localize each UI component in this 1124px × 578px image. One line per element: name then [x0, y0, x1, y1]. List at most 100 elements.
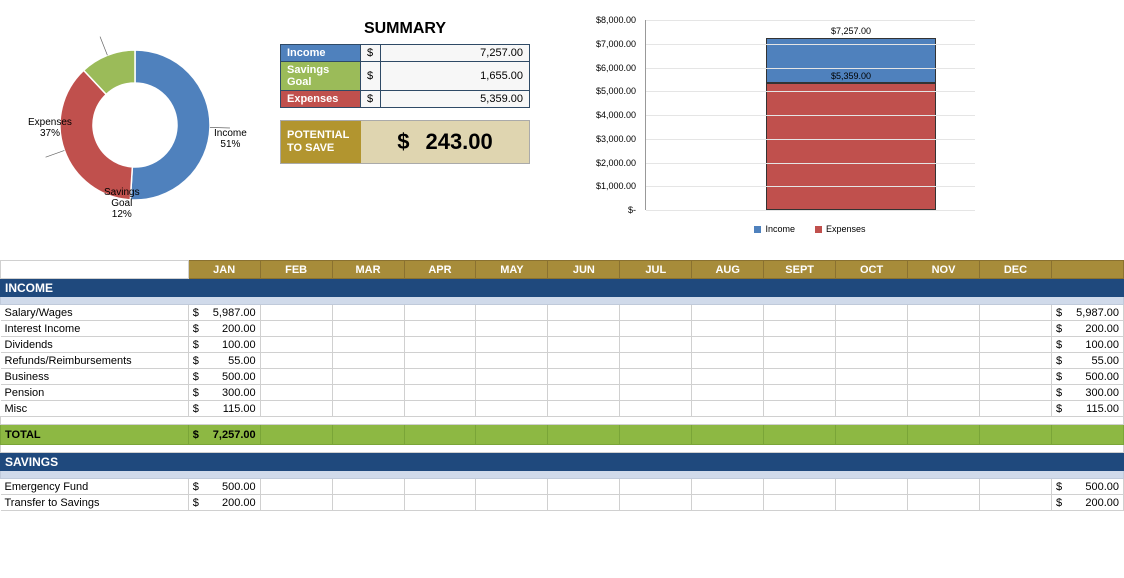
total-empty[interactable] [692, 425, 764, 445]
cell-empty[interactable] [836, 369, 908, 385]
cell-empty[interactable] [980, 337, 1052, 353]
cell-empty[interactable] [476, 305, 548, 321]
total-empty[interactable] [836, 425, 908, 445]
cell-empty[interactable] [764, 337, 836, 353]
section-header-income[interactable]: INCOME [1, 279, 1124, 297]
cell-empty[interactable] [404, 353, 476, 369]
cell-total[interactable]: $300.00 [1051, 385, 1123, 401]
cell-jan[interactable]: $200.00 [188, 321, 260, 337]
month-header[interactable]: AUG [692, 261, 764, 279]
row-label[interactable]: Business [1, 369, 189, 385]
cell-empty[interactable] [620, 321, 692, 337]
month-header[interactable]: DEC [980, 261, 1052, 279]
total-label[interactable]: TOTAL [1, 425, 189, 445]
cell-empty[interactable] [332, 479, 404, 495]
month-header[interactable]: MAY [476, 261, 548, 279]
cell-empty[interactable] [548, 369, 620, 385]
cell-empty[interactable] [548, 401, 620, 417]
cell-empty[interactable] [836, 385, 908, 401]
month-header[interactable]: SEPT [764, 261, 836, 279]
cell-total[interactable]: $500.00 [1051, 369, 1123, 385]
cell-empty[interactable] [908, 495, 980, 511]
cell-empty[interactable] [980, 495, 1052, 511]
cell-empty[interactable] [836, 401, 908, 417]
cell-empty[interactable] [260, 479, 332, 495]
cell-empty[interactable] [764, 401, 836, 417]
cell-empty[interactable] [404, 385, 476, 401]
cell-empty[interactable] [908, 305, 980, 321]
cell-total[interactable]: $200.00 [1051, 321, 1123, 337]
row-label[interactable]: Refunds/Reimbursements [1, 353, 189, 369]
row-label[interactable]: Pension [1, 385, 189, 401]
month-header[interactable]: MAR [332, 261, 404, 279]
cell-empty[interactable] [692, 369, 764, 385]
total-empty[interactable] [404, 425, 476, 445]
cell-empty[interactable] [908, 337, 980, 353]
cell-empty[interactable] [404, 305, 476, 321]
cell-empty[interactable] [404, 369, 476, 385]
cell-empty[interactable] [980, 369, 1052, 385]
cell-empty[interactable] [836, 337, 908, 353]
total-empty[interactable] [332, 425, 404, 445]
cell-empty[interactable] [836, 495, 908, 511]
cell-empty[interactable] [548, 385, 620, 401]
cell-empty[interactable] [260, 401, 332, 417]
cell-empty[interactable] [836, 321, 908, 337]
cell-empty[interactable] [692, 479, 764, 495]
cell-empty[interactable] [692, 401, 764, 417]
cell-empty[interactable] [620, 401, 692, 417]
total-empty[interactable] [620, 425, 692, 445]
cell-empty[interactable] [476, 321, 548, 337]
cell-total[interactable]: $500.00 [1051, 479, 1123, 495]
cell-empty[interactable] [260, 385, 332, 401]
empty-cell[interactable] [1, 261, 189, 279]
cell-empty[interactable] [260, 337, 332, 353]
cell-empty[interactable] [548, 353, 620, 369]
cell-empty[interactable] [260, 353, 332, 369]
row-label[interactable]: Interest Income [1, 321, 189, 337]
cell-empty[interactable] [764, 369, 836, 385]
cell-jan[interactable]: $5,987.00 [188, 305, 260, 321]
cell-jan[interactable]: $115.00 [188, 401, 260, 417]
cell-empty[interactable] [692, 305, 764, 321]
cell-empty[interactable] [980, 385, 1052, 401]
month-header[interactable]: APR [404, 261, 476, 279]
cell-empty[interactable] [404, 401, 476, 417]
cell-empty[interactable] [332, 369, 404, 385]
cell-empty[interactable] [692, 337, 764, 353]
cell-total[interactable]: $55.00 [1051, 353, 1123, 369]
cell-empty[interactable] [764, 321, 836, 337]
cell-empty[interactable] [476, 369, 548, 385]
cell-jan[interactable]: $500.00 [188, 369, 260, 385]
total-header[interactable] [1051, 261, 1123, 279]
cell-total[interactable]: $5,987.00 [1051, 305, 1123, 321]
cell-jan[interactable]: $55.00 [188, 353, 260, 369]
cell-empty[interactable] [980, 305, 1052, 321]
cell-empty[interactable] [548, 305, 620, 321]
total-empty[interactable] [764, 425, 836, 445]
cell-empty[interactable] [980, 401, 1052, 417]
month-header[interactable]: NOV [908, 261, 980, 279]
cell-empty[interactable] [476, 337, 548, 353]
cell-empty[interactable] [332, 401, 404, 417]
cell-empty[interactable] [692, 385, 764, 401]
month-header[interactable]: FEB [260, 261, 332, 279]
cell-jan[interactable]: $100.00 [188, 337, 260, 353]
total-jan[interactable]: $7,257.00 [188, 425, 260, 445]
cell-empty[interactable] [980, 479, 1052, 495]
cell-empty[interactable] [404, 495, 476, 511]
cell-empty[interactable] [764, 479, 836, 495]
cell-empty[interactable] [548, 337, 620, 353]
cell-empty[interactable] [260, 495, 332, 511]
cell-empty[interactable] [692, 495, 764, 511]
total-empty[interactable] [908, 425, 980, 445]
total-empty[interactable] [476, 425, 548, 445]
month-header[interactable]: JUL [620, 261, 692, 279]
cell-empty[interactable] [908, 369, 980, 385]
cell-empty[interactable] [332, 321, 404, 337]
total-empty[interactable] [548, 425, 620, 445]
cell-empty[interactable] [692, 353, 764, 369]
cell-empty[interactable] [332, 495, 404, 511]
cell-empty[interactable] [548, 495, 620, 511]
cell-empty[interactable] [260, 369, 332, 385]
